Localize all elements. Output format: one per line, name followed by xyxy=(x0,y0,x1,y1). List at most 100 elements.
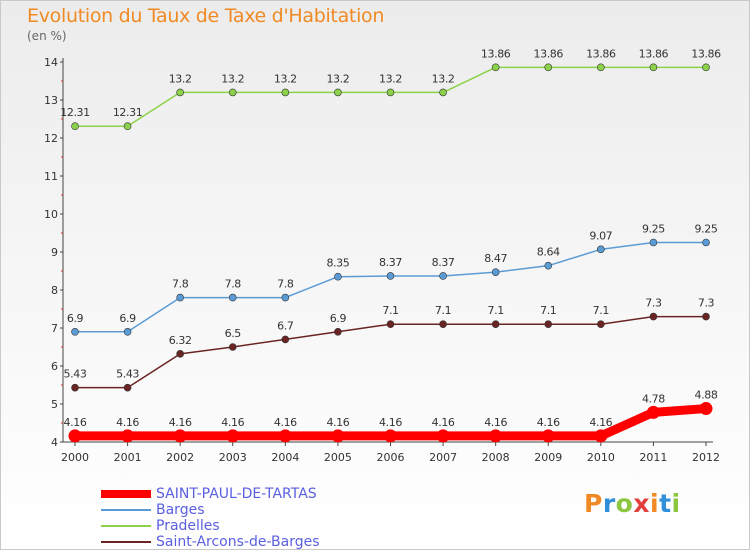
data-label: 8.64 xyxy=(537,246,560,259)
x-tick-label: 2003 xyxy=(219,451,247,464)
x-tick-label: 2006 xyxy=(377,451,405,464)
x-tick-label: 2007 xyxy=(429,451,457,464)
data-point xyxy=(121,429,135,443)
data-point xyxy=(176,350,184,358)
data-point xyxy=(699,402,713,416)
x-tick-label: 2004 xyxy=(271,451,299,464)
data-label: 7.1 xyxy=(540,304,556,317)
data-point xyxy=(71,122,79,131)
data-point xyxy=(702,63,710,72)
data-label: 7.1 xyxy=(593,304,609,317)
y-tick-label: 13 xyxy=(44,94,58,107)
data-point xyxy=(646,405,660,419)
data-label: 8.35 xyxy=(326,257,349,270)
x-tick-label: 2010 xyxy=(587,451,615,464)
data-label: 4.16 xyxy=(116,416,139,429)
data-point xyxy=(491,268,500,276)
data-label: 4.16 xyxy=(64,416,87,429)
logo-letter: o xyxy=(615,489,634,518)
data-label: 13.2 xyxy=(432,72,455,85)
data-point xyxy=(228,88,237,97)
data-label: 9.07 xyxy=(589,229,612,242)
data-label: 5.43 xyxy=(116,368,139,381)
data-label: 4.16 xyxy=(484,416,507,429)
data-label: 7.1 xyxy=(435,304,451,317)
data-point xyxy=(649,312,658,321)
data-label: 4.16 xyxy=(379,416,402,429)
data-label: 7.8 xyxy=(277,278,294,291)
x-tick-label: 2001 xyxy=(114,451,142,464)
data-label: 7.1 xyxy=(382,304,398,317)
data-point xyxy=(228,343,237,351)
logo-letter: i xyxy=(650,489,660,518)
proxiti-logo: Proxiti xyxy=(584,489,681,518)
data-point xyxy=(489,429,503,443)
legend-label: SAINT-PAUL-DE-TARTAS xyxy=(156,486,317,502)
logo-letter: t xyxy=(659,489,672,518)
data-label: 6.9 xyxy=(67,312,84,325)
legend-swatch xyxy=(101,509,151,511)
data-point xyxy=(71,327,79,336)
data-label: 4.16 xyxy=(589,416,612,429)
data-point xyxy=(702,312,710,321)
data-label: 7.3 xyxy=(698,297,715,310)
data-point xyxy=(386,88,395,97)
data-point xyxy=(594,429,608,443)
data-point xyxy=(597,320,605,329)
logo-letter: r xyxy=(602,489,616,518)
legend-label: Pradelles xyxy=(156,518,220,534)
data-point xyxy=(123,122,132,131)
data-label: 4.16 xyxy=(169,416,192,429)
data-label: 4.16 xyxy=(326,416,349,429)
data-label: 13.86 xyxy=(691,47,721,60)
data-label: 12.31 xyxy=(60,106,90,119)
data-label: 7.1 xyxy=(488,304,504,317)
y-tick-label: 11 xyxy=(44,170,58,183)
legend-label: Saint-Arcons-de-Barges xyxy=(156,534,320,550)
data-point xyxy=(226,429,240,443)
y-tick-label: 10 xyxy=(44,208,58,221)
data-point xyxy=(649,238,658,247)
y-tick-label: 9 xyxy=(51,246,58,259)
logo-letter: P xyxy=(584,489,603,518)
data-label: 4.88 xyxy=(695,389,718,402)
data-label: 13.2 xyxy=(221,72,244,85)
data-label: 13.2 xyxy=(326,72,349,85)
data-label: 13.86 xyxy=(639,47,669,60)
data-point xyxy=(384,429,397,443)
y-tick-label: 8 xyxy=(51,284,58,297)
data-label: 4.16 xyxy=(221,416,244,429)
data-point xyxy=(281,335,290,344)
data-label: 6.32 xyxy=(169,334,192,347)
data-label: 8.37 xyxy=(432,256,455,269)
data-point xyxy=(123,327,132,336)
data-point xyxy=(176,88,184,97)
data-label: 4.16 xyxy=(432,416,455,429)
data-label: 9.25 xyxy=(642,223,665,236)
data-label: 6.7 xyxy=(277,319,294,332)
x-tick-label: 2002 xyxy=(166,451,194,464)
data-label: 7.8 xyxy=(172,278,189,291)
data-point xyxy=(71,383,79,392)
data-label: 7.8 xyxy=(225,278,242,291)
data-label: 7.3 xyxy=(645,297,662,310)
data-point xyxy=(334,88,342,97)
data-point xyxy=(334,272,342,281)
data-label: 13.86 xyxy=(534,47,564,60)
x-tick-label: 2000 xyxy=(61,451,89,464)
data-label: 6.9 xyxy=(330,312,347,325)
x-tick-label: 2011 xyxy=(639,451,667,464)
data-point xyxy=(439,320,447,329)
data-label: 4.16 xyxy=(537,416,560,429)
data-point xyxy=(173,429,187,443)
data-point xyxy=(597,245,605,254)
data-label: 13.2 xyxy=(274,72,297,85)
data-point xyxy=(386,272,395,280)
data-point xyxy=(281,88,290,97)
data-point xyxy=(176,293,184,302)
data-label: 12.31 xyxy=(113,106,143,119)
data-point xyxy=(544,261,553,270)
data-point xyxy=(491,63,500,72)
